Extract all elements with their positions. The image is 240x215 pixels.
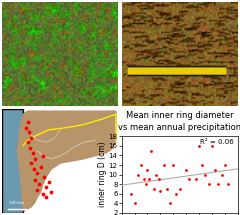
Point [42, 175, 46, 178]
Point [33, 178, 37, 181]
FancyBboxPatch shape [2, 109, 23, 213]
Point [44, 196, 48, 199]
Point [35, 188, 39, 192]
Point [26, 141, 30, 144]
Point [139, 163, 143, 167]
Point [187, 178, 191, 181]
Point [136, 173, 140, 176]
Point [26, 120, 30, 123]
Point [31, 151, 35, 154]
Point [35, 172, 39, 175]
Point [152, 187, 156, 191]
Text: 100 km: 100 km [9, 201, 24, 204]
Point [149, 149, 153, 152]
Point [168, 202, 172, 205]
Point [223, 163, 227, 167]
Point [24, 126, 28, 129]
Point [147, 178, 151, 181]
Point [27, 130, 31, 134]
Point [28, 147, 32, 150]
Point [129, 192, 133, 195]
Point [41, 192, 45, 196]
Point [37, 182, 41, 186]
Point [171, 163, 175, 167]
Point [165, 187, 169, 191]
Point [194, 178, 198, 181]
Point [33, 157, 37, 161]
Point [44, 185, 48, 189]
Text: Mean inner ring diameter
vs mean annual precipitation: Mean inner ring diameter vs mean annual … [118, 111, 240, 132]
Point [49, 190, 53, 194]
Point [197, 144, 201, 148]
Point [157, 178, 161, 181]
Point [39, 166, 42, 169]
Point [184, 168, 188, 172]
Point [32, 167, 36, 171]
Point [213, 168, 217, 172]
Y-axis label: inner ring D (cm): inner ring D (cm) [98, 142, 107, 207]
Text: R² = 0.06: R² = 0.06 [200, 140, 234, 145]
Point [204, 173, 207, 176]
Point [207, 183, 210, 186]
Point [226, 183, 230, 186]
Point [30, 161, 33, 165]
Point [47, 180, 51, 183]
Point [146, 168, 150, 172]
Point [41, 154, 45, 157]
Point [158, 190, 162, 193]
Point [178, 187, 182, 191]
Point [174, 192, 178, 195]
Point [144, 183, 148, 186]
Point [220, 173, 223, 176]
Point [133, 202, 137, 205]
Polygon shape [18, 111, 116, 211]
Point [200, 163, 204, 167]
Point [154, 173, 158, 176]
Point [142, 178, 146, 181]
Point [210, 144, 214, 148]
Point [216, 183, 220, 186]
Point [162, 163, 166, 167]
Point [30, 136, 33, 140]
